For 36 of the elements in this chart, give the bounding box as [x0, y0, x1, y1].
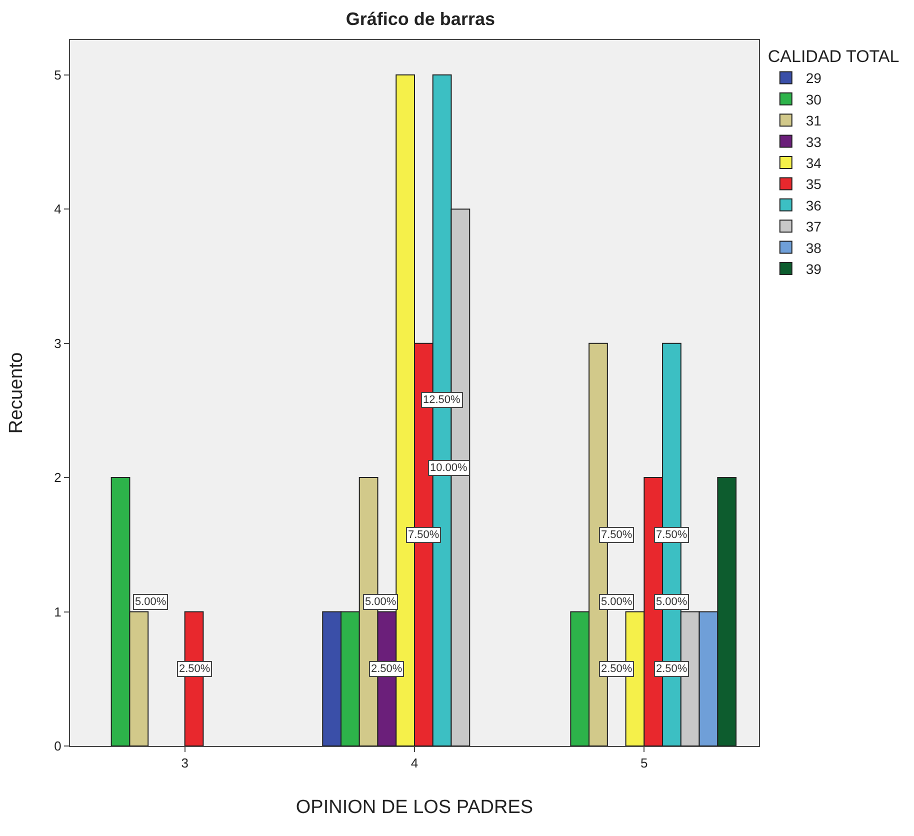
annotation: 2.50%	[179, 663, 210, 675]
legend-label: 35	[806, 176, 822, 192]
legend-label: 38	[806, 240, 822, 256]
y-tick-label: 0	[54, 738, 62, 754]
annotation: 2.50%	[371, 663, 402, 675]
legend-title: CALIDAD TOTAL	[768, 47, 900, 66]
y-tick-label: 2	[54, 470, 62, 486]
annotation: 10.00%	[430, 462, 468, 474]
y-tick-label: 3	[54, 336, 62, 351]
legend-label: 39	[806, 260, 822, 277]
annotation: 2.50%	[601, 663, 632, 675]
legend-label: 30	[806, 91, 822, 108]
legend-label: 33	[806, 134, 822, 150]
y-axis-title: Recuento	[6, 352, 27, 434]
annotation: 7.50%	[408, 529, 440, 541]
legend-label: 36	[806, 197, 822, 214]
annotation: 7.50%	[656, 529, 688, 541]
annotation: 5.00%	[135, 596, 166, 608]
legend-label: 29	[806, 70, 822, 86]
annotation: 2.50%	[656, 663, 688, 675]
legend-label: 31	[806, 112, 822, 129]
x-tick-label: 5	[640, 756, 648, 771]
legend-label: 37	[806, 218, 822, 235]
legend-label: 34	[806, 154, 822, 171]
y-tick-label: 1	[54, 604, 62, 620]
annotation: 5.00%	[601, 596, 632, 608]
annotation: 7.50%	[601, 529, 632, 541]
x-tick-label: 4	[410, 756, 418, 771]
x-tick-label: 3	[181, 756, 188, 771]
chart-title: Gráfico de barras	[346, 9, 495, 30]
y-tick-label: 5	[54, 67, 62, 82]
x-axis-title: OPINION DE LOS PADRES	[296, 797, 534, 818]
y-tick-label: 4	[54, 202, 62, 217]
annotation: 5.00%	[365, 596, 396, 608]
annotation: 5.00%	[656, 596, 688, 608]
annotation: 12.50%	[423, 394, 461, 406]
